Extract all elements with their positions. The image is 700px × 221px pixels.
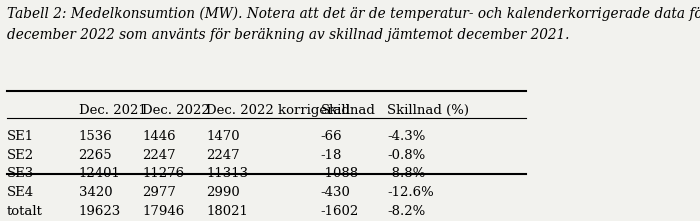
Text: SE1: SE1 [7, 130, 34, 143]
Text: 2977: 2977 [142, 186, 176, 199]
Text: 12401: 12401 [78, 167, 120, 180]
Text: 3420: 3420 [78, 186, 112, 199]
Text: SE2: SE2 [7, 149, 34, 162]
Text: -1602: -1602 [321, 205, 359, 218]
Text: -8.8%: -8.8% [387, 167, 426, 180]
Text: -0.8%: -0.8% [387, 149, 426, 162]
Text: 18021: 18021 [206, 205, 248, 218]
Text: Dec. 2021: Dec. 2021 [78, 104, 146, 117]
Text: 1536: 1536 [78, 130, 112, 143]
Text: 2247: 2247 [142, 149, 176, 162]
Text: 2990: 2990 [206, 186, 240, 199]
Text: 19623: 19623 [78, 205, 121, 218]
Text: december 2022 som använts för beräkning av skillnad jämtemot december 2021.: december 2022 som använts för beräkning … [7, 28, 569, 42]
Text: -430: -430 [321, 186, 351, 199]
Text: Skillnad: Skillnad [321, 104, 376, 117]
Text: -8.2%: -8.2% [387, 205, 426, 218]
Text: -66: -66 [321, 130, 342, 143]
Text: SE4: SE4 [7, 186, 34, 199]
Text: -1088: -1088 [321, 167, 359, 180]
Text: -4.3%: -4.3% [387, 130, 426, 143]
Text: Dec. 2022: Dec. 2022 [142, 104, 210, 117]
Text: 1446: 1446 [142, 130, 176, 143]
Text: SE3: SE3 [7, 167, 34, 180]
Text: 1470: 1470 [206, 130, 240, 143]
Text: 2265: 2265 [78, 149, 112, 162]
Text: Dec. 2022 korrigerad: Dec. 2022 korrigerad [206, 104, 350, 117]
Text: -18: -18 [321, 149, 342, 162]
Text: totalt: totalt [7, 205, 43, 218]
Text: -12.6%: -12.6% [387, 186, 434, 199]
Text: 11276: 11276 [142, 167, 185, 180]
Text: 17946: 17946 [142, 205, 185, 218]
Text: Skillnad (%): Skillnad (%) [387, 104, 469, 117]
Text: 2247: 2247 [206, 149, 240, 162]
Text: Tabell 2: Medelkonsumtion (MW). Notera att det är de temperatur- och kalenderkor: Tabell 2: Medelkonsumtion (MW). Notera a… [7, 6, 700, 21]
Text: 11313: 11313 [206, 167, 248, 180]
